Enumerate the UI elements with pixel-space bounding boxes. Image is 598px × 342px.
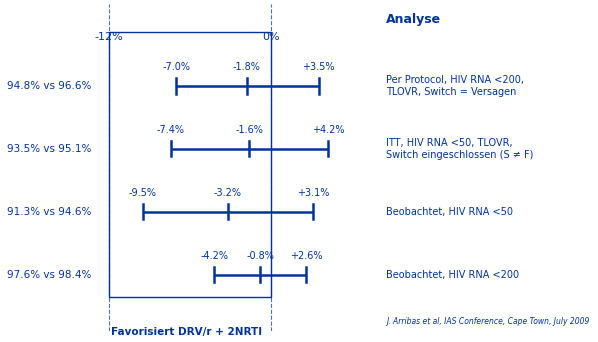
Text: ITT, HIV RNA <50, TLOVR,
Switch eingeschlossen (S ≠ F): ITT, HIV RNA <50, TLOVR, Switch eingesch… [386,138,533,160]
Bar [109,32,271,297]
Text: Beobachtet, HIV RNA <50: Beobachtet, HIV RNA <50 [386,207,513,217]
Text: -4.2%: -4.2% [200,251,228,261]
Text: +2.6%: +2.6% [290,251,322,261]
Text: +3.5%: +3.5% [302,62,335,72]
Text: -7.4%: -7.4% [157,125,185,135]
Text: 91.3% vs 94.6%: 91.3% vs 94.6% [7,207,91,217]
Text: Favorisiert DRV/r + 2NRTI: Favorisiert DRV/r + 2NRTI [111,327,262,337]
Text: 93.5% vs 95.1%: 93.5% vs 95.1% [7,144,91,154]
Text: -7.0%: -7.0% [163,62,190,72]
Text: +4.2%: +4.2% [312,125,344,135]
Text: J. Arribas et al, IAS Conference, Cape Town, July 2009: J. Arribas et al, IAS Conference, Cape T… [386,317,590,326]
Text: Analyse: Analyse [386,13,441,26]
Text: 94.8% vs 96.6%: 94.8% vs 96.6% [7,81,91,91]
Text: -12%: -12% [94,32,123,42]
Text: Per Protocol, HIV RNA <200,
TLOVR, Switch = Versagen: Per Protocol, HIV RNA <200, TLOVR, Switc… [386,75,524,97]
Text: 0%: 0% [263,32,280,42]
Text: -1.8%: -1.8% [233,62,261,72]
Text: -1.6%: -1.6% [236,125,263,135]
Text: -9.5%: -9.5% [129,188,157,198]
Text: -0.8%: -0.8% [246,251,274,261]
Text: -3.2%: -3.2% [214,188,242,198]
Text: +3.1%: +3.1% [297,188,329,198]
Text: Beobachtet, HIV RNA <200: Beobachtet, HIV RNA <200 [386,270,519,280]
Text: 97.6% vs 98.4%: 97.6% vs 98.4% [7,270,91,280]
